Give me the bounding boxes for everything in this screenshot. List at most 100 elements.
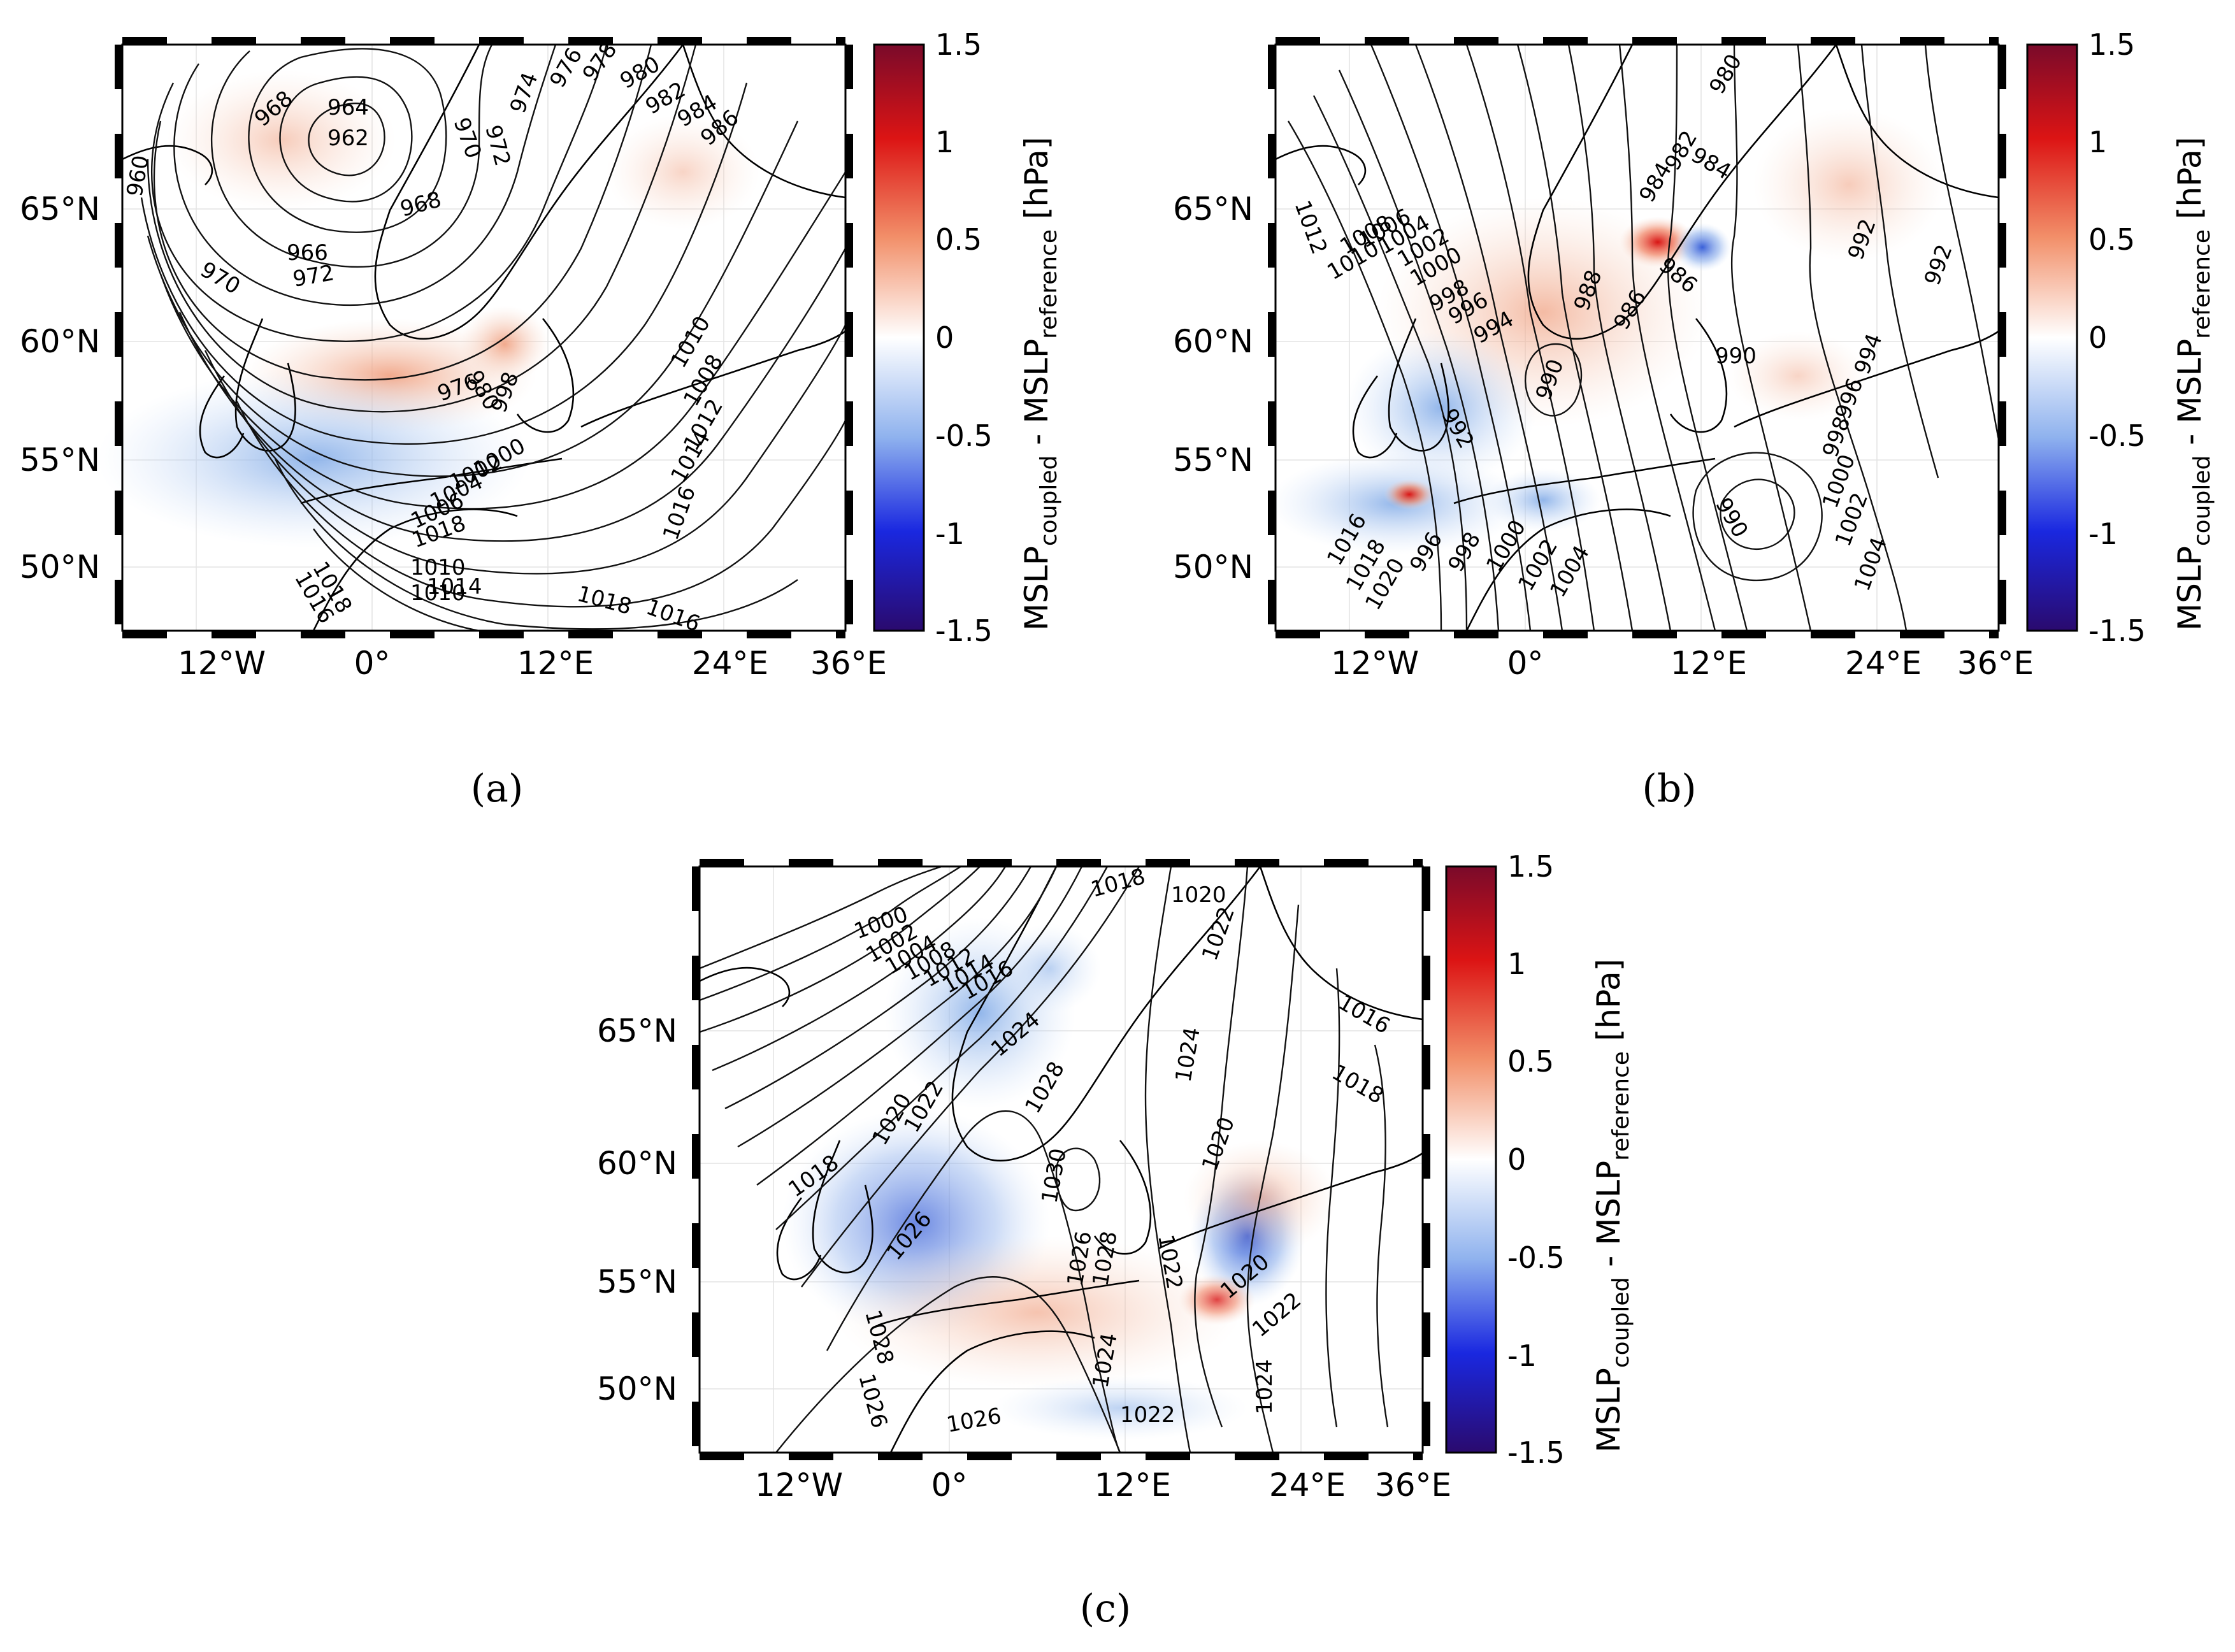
isobar-label: 962 (327, 126, 369, 151)
colorbar-tick: -1 (2088, 517, 2118, 551)
anomaly-positive (167, 70, 396, 210)
isobar-label: 1020 (1171, 882, 1226, 908)
lat-tick: 55°N (597, 1263, 677, 1300)
lon-tick: 0° (1507, 645, 1544, 682)
lon-tick: 24°E (692, 645, 768, 682)
coastlines (1275, 44, 1999, 631)
colorbar-tick: -1.5 (1507, 1435, 1565, 1470)
panel-b: 1012 1010 1008 1006 1004 1002 1000 998 9… (1173, 37, 2034, 682)
colorbar-b: 1.5 1 0.5 0 -0.5 -1 -1.5 MSLPcoupled - M… (2026, 27, 2215, 648)
anomaly-field (782, 917, 1337, 1440)
colorbar-c: 1.5 1 0.5 0 -0.5 -1 -1.5 MSLPcoupled - M… (1445, 849, 1634, 1470)
panel-a: 964 962 968 960 970 972 974 976 978 980 … (20, 37, 887, 682)
frame-border (1268, 37, 2006, 638)
lon-tick: 0° (354, 645, 391, 682)
lat-tick: 60°N (597, 1145, 677, 1182)
lon-tick: 0° (931, 1467, 968, 1504)
lon-tick: 12°E (1671, 645, 1747, 682)
colorbar-tick: 0 (2088, 320, 2107, 355)
colorbar-tick: 0.5 (1507, 1044, 1554, 1079)
isobar-label: 1022 (1120, 1402, 1175, 1428)
colorbar-tick: -1 (1507, 1339, 1537, 1373)
colorbar-tick: -0.5 (1507, 1240, 1565, 1275)
lat-tick: 55°N (1173, 442, 1253, 478)
colorbar-tick: 1.5 (2088, 27, 2135, 62)
anomaly-positive (460, 306, 549, 382)
lon-tick: 36°E (1375, 1467, 1451, 1504)
colorbar-tick: 1.5 (1507, 849, 1554, 884)
frame-border (692, 859, 1430, 1460)
anomaly-negative (1674, 223, 1731, 271)
lat-tick: 50°N (597, 1370, 677, 1407)
colorbar-tick: 1.5 (935, 27, 982, 62)
anomaly-positive (607, 115, 759, 229)
colorbar-ticks: 1.5 1 0.5 0 -0.5 -1 -1.5 (1507, 849, 1565, 1470)
colorbar-tick: -0.5 (935, 419, 993, 453)
colorbar-a: 1.5 1 0.5 0 -0.5 -1 -1.5 MSLPcoupled - M… (873, 27, 1062, 648)
panel-caption: (a) (471, 766, 524, 811)
lat-tick: 65°N (20, 190, 100, 227)
colorbar-gradient (1445, 865, 1497, 1454)
colorbar-tick: -1.5 (2088, 614, 2146, 648)
lat-tick: 60°N (1173, 323, 1253, 360)
colorbar-gradient (2026, 43, 2078, 632)
colorbar-label: MSLPcoupled - MSLPreference [hPa] (2171, 137, 2215, 631)
colorbar-ticks: 1.5 1 0.5 0 -0.5 -1 -1.5 (935, 27, 993, 648)
lat-tick: 50°N (1173, 549, 1253, 585)
anomaly-positive (1728, 331, 1868, 420)
colorbar-tick: 0.5 (2088, 222, 2135, 257)
colorbar-tick: -0.5 (2088, 419, 2146, 453)
isobar-label: 1010 (410, 580, 466, 606)
anomaly-positive (1753, 108, 1944, 261)
colorbar-label: MSLPcoupled - MSLPreference [hPa] (1590, 959, 1634, 1453)
lon-tick: 36°E (1957, 645, 2034, 682)
lat-tick: 65°N (1173, 190, 1253, 227)
isobar-label: 990 (1715, 343, 1757, 369)
colorbar-label: MSLPcoupled - MSLPreference [hPa] (1018, 137, 1062, 631)
lon-tick: 24°E (1269, 1467, 1346, 1504)
colorbar-tick: -1.5 (935, 614, 993, 648)
anomaly-positive (1384, 479, 1435, 510)
colorbar-tick: 1 (2088, 125, 2107, 159)
isobar-label: 966 (287, 240, 328, 266)
anomaly-negative (999, 924, 1101, 1013)
lon-tick: 36°E (810, 645, 887, 682)
isobar-label: 1014 (427, 574, 482, 600)
lon-tick: 12°W (178, 645, 266, 682)
anomaly-positive (1179, 1274, 1255, 1325)
isobars (699, 865, 1389, 1453)
frame-border (115, 37, 853, 638)
colorbar-tick: 1 (935, 125, 954, 159)
anomaly-negative (1486, 468, 1600, 532)
colorbar-tick: 0 (1507, 1142, 1526, 1177)
panel-caption: (c) (1080, 1586, 1131, 1631)
colorbar-tick: -1 (935, 517, 965, 551)
lon-tick: 12°E (517, 645, 594, 682)
isobars (1287, 44, 2000, 631)
anomaly-negative (97, 370, 530, 548)
coastlines (122, 44, 846, 631)
isobar-label: 1010 (410, 555, 466, 580)
colorbar-tick: 0 (935, 320, 954, 355)
isobars (140, 44, 847, 632)
lon-tick: 12°E (1095, 1467, 1171, 1504)
lon-tick: 12°W (755, 1467, 843, 1504)
lat-tick: 55°N (20, 442, 100, 478)
anomaly-field (1269, 108, 1944, 554)
colorbar-gradient (873, 43, 925, 632)
lon-tick: 12°W (1331, 645, 1419, 682)
isobar-label: 964 (327, 95, 369, 120)
isobar-label: 1024 (1252, 1359, 1277, 1414)
panel-caption: (b) (1642, 766, 1696, 811)
anomaly-positive (833, 1236, 1241, 1389)
colorbar-tick: 0.5 (935, 222, 982, 257)
lon-tick: 24°E (1845, 645, 1922, 682)
lat-tick: 65°N (597, 1012, 677, 1049)
lat-tick: 60°N (20, 323, 100, 360)
panel-c: 1000 1002 1004 1008 1012 1014 1016 1018 … (597, 859, 1451, 1504)
colorbar-tick: 1 (1507, 947, 1526, 981)
lat-tick: 50°N (20, 549, 100, 585)
anomaly-negative (993, 1376, 1247, 1440)
colorbar-ticks: 1.5 1 0.5 0 -0.5 -1 -1.5 (2088, 27, 2146, 648)
